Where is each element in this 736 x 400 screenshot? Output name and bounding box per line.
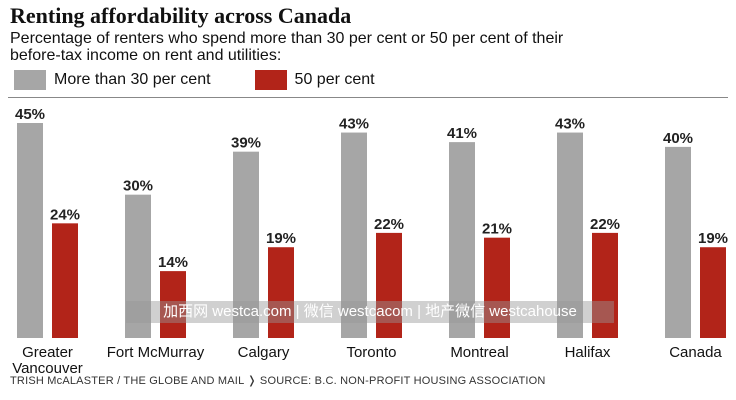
legend-label-series-1: More than 30 per cent	[54, 71, 211, 88]
chart-title: Renting affordability across Canada	[10, 3, 352, 28]
header-divider	[8, 97, 728, 98]
category-label-5: Halifax	[565, 344, 611, 361]
category-label-4: Montreal	[450, 344, 508, 361]
data-label-s1-0: 45%	[15, 106, 45, 123]
bar-s1-1	[125, 194, 151, 338]
data-label-s2-2: 19%	[266, 230, 296, 247]
category-label-3: Toronto	[346, 344, 396, 361]
bar-s1-0	[17, 123, 43, 338]
data-label-s1-4: 41%	[447, 125, 477, 142]
category-label-0-line1: Greater	[22, 344, 73, 361]
bar-s1-4	[449, 142, 475, 338]
data-label-s1-1: 30%	[123, 178, 153, 195]
data-label-s1-6: 40%	[663, 130, 693, 147]
watermark: 加西网 westca.com | 微信 westcacom | 地产微信 wes…	[126, 301, 614, 323]
bar-s1-3	[341, 132, 367, 338]
bar-s2-2	[268, 247, 294, 338]
bar-s1-6	[665, 146, 691, 338]
data-label-s1-3: 43%	[339, 116, 369, 133]
bar-s2-0	[52, 223, 78, 338]
legend-swatch-series-2	[254, 70, 287, 90]
credit-line: TRISH McALASTER / THE GLOBE AND MAIL ❭ S…	[10, 375, 546, 387]
data-label-s1-2: 39%	[231, 135, 261, 152]
category-label-6: Canada	[669, 344, 722, 361]
data-label-s2-1: 14%	[158, 254, 188, 271]
bar-s2-4	[484, 237, 510, 338]
data-label-s2-3: 22%	[374, 216, 404, 233]
category-label-0-line2: Vancouver	[12, 360, 83, 377]
data-label-s2-4: 21%	[482, 221, 512, 238]
data-label-s2-0: 24%	[50, 206, 80, 223]
category-label-1: Fort McMurray	[107, 344, 205, 361]
bar-s1-5	[557, 132, 583, 338]
legend-item-series-2: 50 per cent	[254, 70, 375, 90]
chart-subtitle: Percentage of renters who spend more tha…	[10, 30, 564, 64]
bar-s2-6	[700, 247, 726, 338]
legend-item-series-1: More than 30 per cent	[14, 70, 211, 90]
bar-s2-1	[160, 271, 186, 338]
bar-s2-3	[376, 232, 402, 338]
data-label-s1-5: 43%	[555, 116, 585, 133]
data-label-s2-5: 22%	[590, 216, 620, 233]
legend-swatch-series-1	[14, 70, 46, 90]
data-label-s2-6: 19%	[698, 230, 728, 247]
legend-label-series-2: 50 per cent	[294, 71, 375, 88]
legend: More than 30 per cent 50 per cent	[14, 70, 419, 90]
category-label-2: Calgary	[238, 344, 290, 361]
bar-s2-5	[592, 232, 618, 338]
bar-s1-2	[233, 151, 259, 338]
